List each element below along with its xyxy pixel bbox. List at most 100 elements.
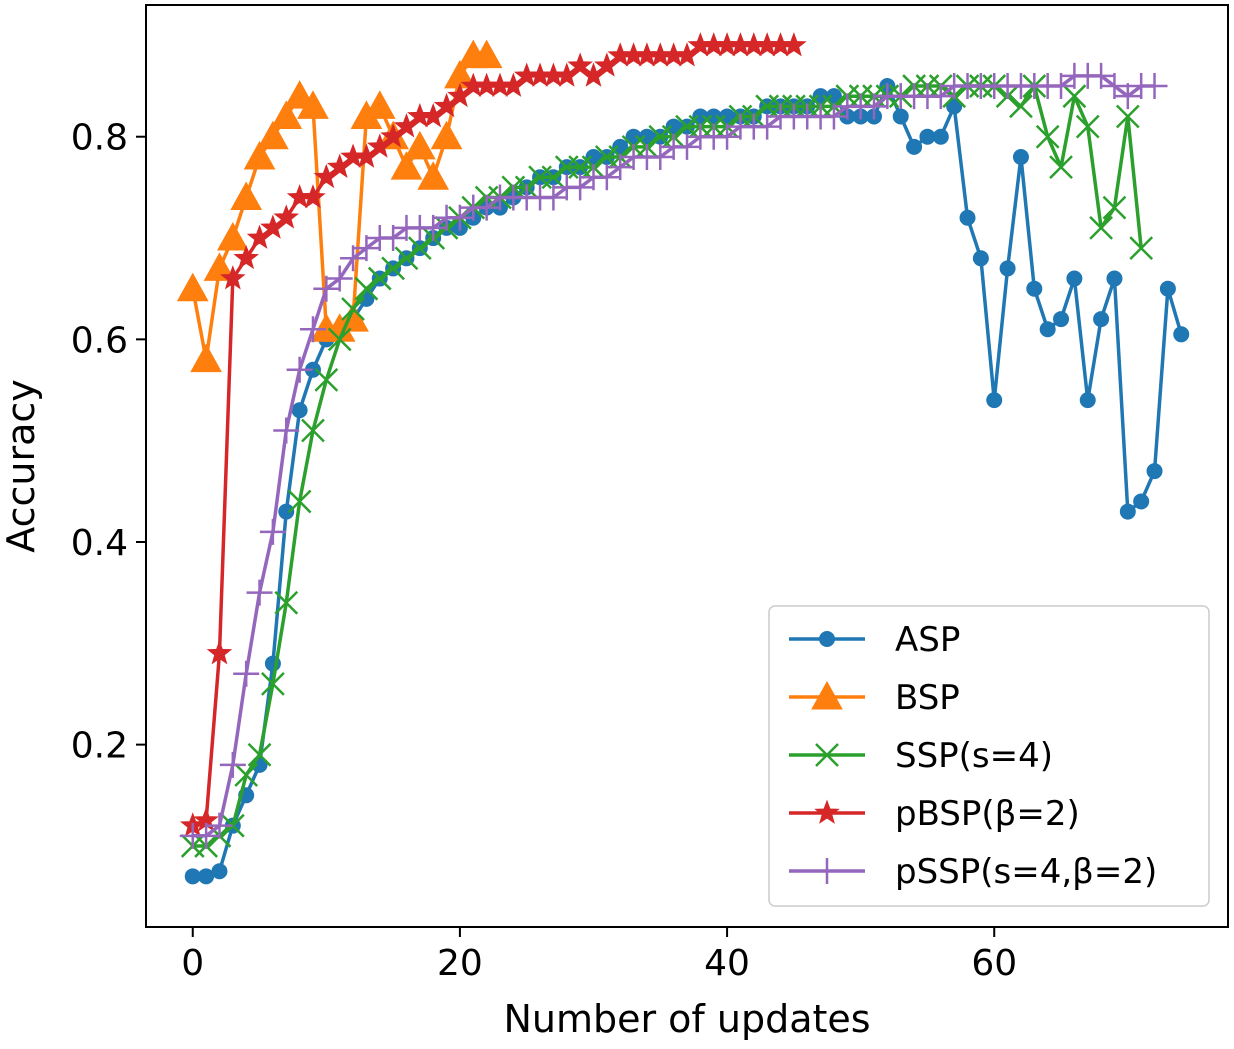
- x-tick-label: 0: [181, 943, 204, 984]
- data-point: [340, 245, 367, 272]
- data-point: [1133, 493, 1150, 510]
- data-point: [906, 138, 923, 155]
- data-point: [1012, 148, 1029, 165]
- data-point: [593, 164, 620, 191]
- data-point: [1159, 280, 1176, 297]
- data-point: [184, 868, 201, 885]
- data-point: [206, 639, 233, 665]
- data-point: [1089, 216, 1113, 240]
- data-point: [216, 222, 249, 251]
- data-point: [403, 130, 436, 160]
- data-point: [301, 418, 325, 443]
- data-point: [1141, 73, 1168, 100]
- data-point: [243, 140, 276, 170]
- data-point: [259, 518, 286, 545]
- data-point: [1026, 280, 1043, 297]
- legend-marker: [814, 858, 840, 884]
- data-point: [363, 90, 396, 119]
- data-point: [354, 276, 379, 301]
- data-point: [861, 93, 888, 120]
- x-tick-label: 20: [437, 943, 483, 984]
- data-point: [234, 763, 259, 787]
- data-point: [674, 133, 700, 160]
- data-point: [273, 204, 300, 229]
- data-point: [313, 275, 340, 302]
- data-point: [211, 863, 228, 880]
- data-point: [278, 503, 295, 520]
- legend-entry: BSP: [789, 678, 960, 718]
- data-point: [380, 225, 407, 252]
- x-tick-label: 40: [704, 943, 750, 984]
- data-point: [291, 402, 308, 419]
- data-point: [932, 128, 949, 145]
- data-point: [1106, 270, 1123, 287]
- data-point: [999, 260, 1016, 277]
- data-point: [754, 113, 781, 140]
- data-point: [567, 174, 594, 201]
- data-point: [446, 204, 473, 231]
- legend: ASP BSP SSP(s=4) pBSP(β=2) pSSP(s=4,β=2): [768, 605, 1210, 907]
- data-point: [714, 123, 741, 150]
- data-point: [1119, 503, 1136, 520]
- x-axis: 0 20 40 60: [181, 927, 1017, 984]
- data-point: [367, 266, 392, 291]
- data-point: [1035, 124, 1060, 149]
- data-point: [203, 252, 236, 281]
- data-point: [892, 108, 909, 125]
- data-point: [1114, 83, 1141, 110]
- data-point: [394, 246, 419, 271]
- data-point: [1048, 73, 1075, 100]
- data-point: [607, 154, 634, 181]
- data-point: [300, 184, 326, 209]
- legend-label: pSSP(s=4,β=2): [895, 852, 1157, 892]
- data-point: [986, 392, 1003, 409]
- data-point: [381, 256, 406, 281]
- data-point: [219, 751, 246, 778]
- data-point: [959, 209, 976, 226]
- x-axis-label: Number of updates: [503, 997, 870, 1041]
- y-tick-label: 0.4: [71, 523, 128, 564]
- data-point: [274, 590, 299, 615]
- data-point: [327, 327, 352, 352]
- data-point: [420, 214, 447, 241]
- data-point: [470, 39, 503, 69]
- data-point: [1093, 311, 1110, 328]
- y-axis: 0.2 0.4 0.6 0.8: [71, 118, 146, 767]
- data-point: [1009, 94, 1033, 119]
- series-group: [179, 32, 807, 837]
- legend-marker: [811, 680, 843, 710]
- series-group: [179, 62, 1168, 849]
- data-point: [647, 143, 674, 170]
- data-point: [540, 184, 567, 211]
- data-point: [341, 297, 365, 321]
- data-point: [820, 103, 847, 130]
- data-point: [299, 316, 326, 343]
- data-point: [1088, 62, 1115, 89]
- data-point: [287, 489, 312, 514]
- data-point: [193, 822, 220, 849]
- y-tick-label: 0.2: [71, 726, 128, 767]
- data-point: [1075, 114, 1100, 139]
- data-point: [541, 165, 566, 190]
- data-point: [407, 236, 432, 261]
- data-point: [1102, 195, 1127, 220]
- y-tick-label: 0.8: [71, 118, 128, 159]
- legend-entry: pBSP(β=2): [789, 794, 1080, 834]
- data-point: [220, 265, 246, 290]
- data-point: [233, 244, 259, 270]
- legend-entry: pSSP(s=4,β=2): [789, 852, 1157, 892]
- data-point: [176, 272, 209, 302]
- data-point: [1039, 321, 1056, 338]
- data-point: [1053, 311, 1070, 328]
- data-point: [1115, 104, 1140, 129]
- data-point: [781, 32, 807, 57]
- data-point: [1062, 84, 1087, 109]
- data-point: [927, 83, 954, 110]
- legend-entry: ASP: [789, 620, 960, 660]
- data-point: [417, 161, 450, 190]
- data-point: [247, 742, 272, 767]
- legend-marker: [815, 743, 839, 767]
- data-point: [1129, 236, 1154, 261]
